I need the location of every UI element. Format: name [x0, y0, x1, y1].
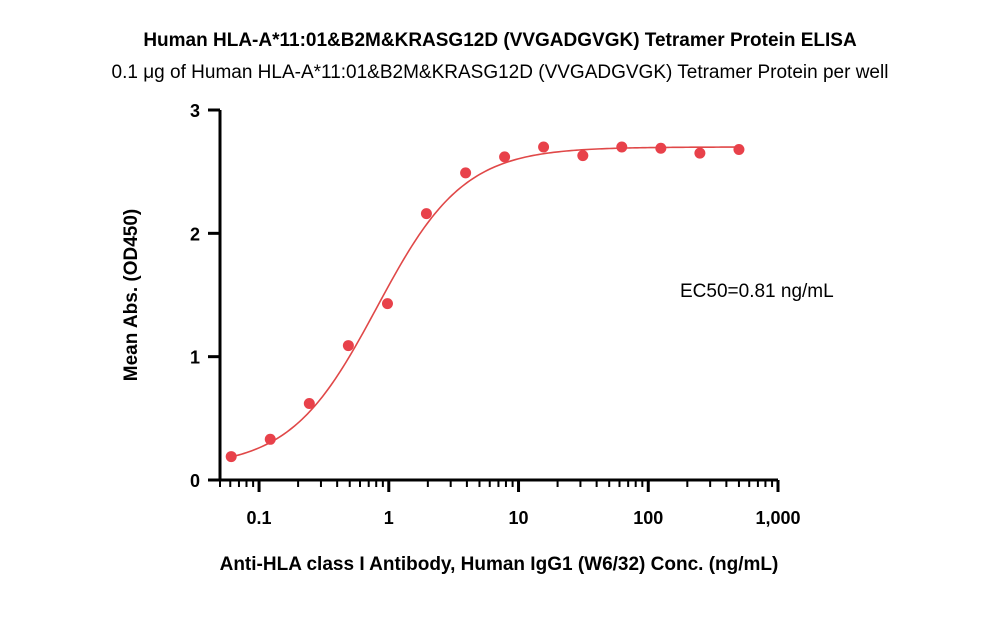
x-tick-label: 100: [633, 508, 663, 528]
x-tick-label: 10: [509, 508, 529, 528]
x-tick-label: 0.1: [247, 508, 272, 528]
y-tick-label: 1: [190, 348, 200, 368]
x-ticks: 0.1 1 10 100 1,000: [219, 480, 801, 528]
data-point: [420, 208, 432, 220]
x-axis-label: Anti-HLA class I Antibody, Human IgG1 (W…: [220, 554, 779, 575]
chart-subtitle: 0.1 μg of Human HLA-A*11:01&B2M&KRASG12D…: [111, 62, 889, 83]
ec50-annotation: EC50=0.81 ng/mL: [680, 281, 834, 302]
x-tick-label: 1,000: [755, 508, 800, 528]
y-axis-label: Mean Abs. (OD450): [121, 209, 142, 381]
y-tick-label: 3: [190, 101, 200, 121]
chart-title: Human HLA-A*11:01&B2M&KRASG12D (VVGADGVG…: [143, 30, 857, 51]
y-ticks: 0 1 2 3: [190, 101, 220, 491]
data-point: [733, 143, 745, 155]
data-point: [460, 167, 472, 179]
y-tick-label: 0: [190, 471, 200, 491]
data-point: [303, 398, 315, 410]
data-point: [381, 298, 393, 310]
data-point: [616, 141, 628, 153]
data-point: [655, 142, 667, 154]
data-point: [225, 451, 237, 463]
data-point: [499, 151, 511, 163]
data-point: [694, 147, 706, 159]
data-point: [342, 340, 354, 352]
y-tick-label: 2: [190, 224, 200, 244]
data-point: [577, 150, 589, 162]
x-tick-label: 1: [384, 508, 394, 528]
fit-curve: [231, 146, 739, 458]
data-points: [225, 141, 745, 463]
data-point: [264, 433, 276, 445]
data-point: [538, 141, 550, 153]
